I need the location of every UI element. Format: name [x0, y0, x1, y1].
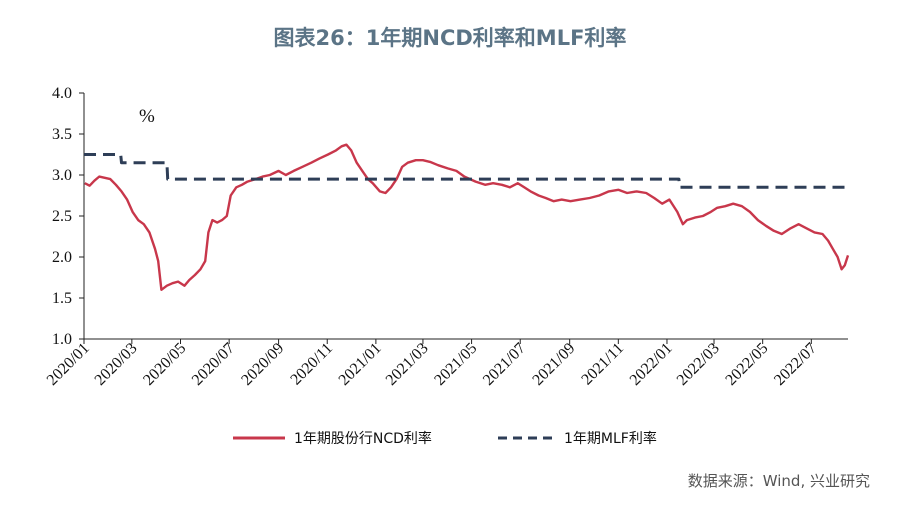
x-tick-label: 2022/05: [722, 340, 771, 389]
x-tick-label: 2021/11: [578, 340, 627, 389]
x-tick-label: 2020/09: [238, 340, 287, 389]
y-tick-label: 1.5: [52, 290, 72, 307]
x-tick-label: 2020/05: [140, 340, 189, 389]
x-tick-label: 2022/07: [771, 340, 820, 389]
y-tick-label: 1.0: [52, 331, 72, 348]
x-tick-label: 2022/01: [627, 340, 676, 389]
chart-title: 图表26：1年期NCD利率和MLF利率: [273, 26, 627, 50]
legend-label-mlf: 1年期MLF利率: [564, 430, 657, 447]
data-source: 数据来源：Wind, 兴业研究: [687, 472, 870, 490]
x-tick-label: 2021/05: [431, 340, 480, 389]
legend: 1年期股份行NCD利率 1年期MLF利率: [233, 430, 657, 447]
y-unit-label: %: [139, 106, 155, 127]
series-line-mlf: [84, 153, 848, 189]
x-tick-label: 2021/03: [383, 340, 432, 389]
y-tick-label: 2.0: [52, 249, 72, 266]
y-tick-label: 3.5: [52, 126, 72, 143]
x-tick-label: 2020/11: [287, 340, 336, 389]
y-tick-label: 4.0: [52, 85, 72, 102]
y-tick-label: 2.5: [52, 208, 72, 225]
x-tick-label: 2021/09: [529, 340, 578, 389]
x-tick-label: 2020/07: [189, 340, 238, 389]
x-tick-label: 2021/01: [336, 340, 385, 389]
y-tick-label: 3.0: [52, 167, 72, 184]
y-ticks: 4.0 3.5 3.0 2.5 2.0 1.5 1.0: [52, 85, 84, 348]
x-tick-label: 2021/07: [480, 340, 529, 389]
series-line-ncd: [84, 143, 850, 291]
x-tick-label: 2020/03: [92, 340, 141, 389]
series-lines: [84, 143, 850, 291]
x-tick-label: 2022/03: [674, 340, 723, 389]
legend-label-ncd: 1年期股份行NCD利率: [294, 430, 432, 447]
